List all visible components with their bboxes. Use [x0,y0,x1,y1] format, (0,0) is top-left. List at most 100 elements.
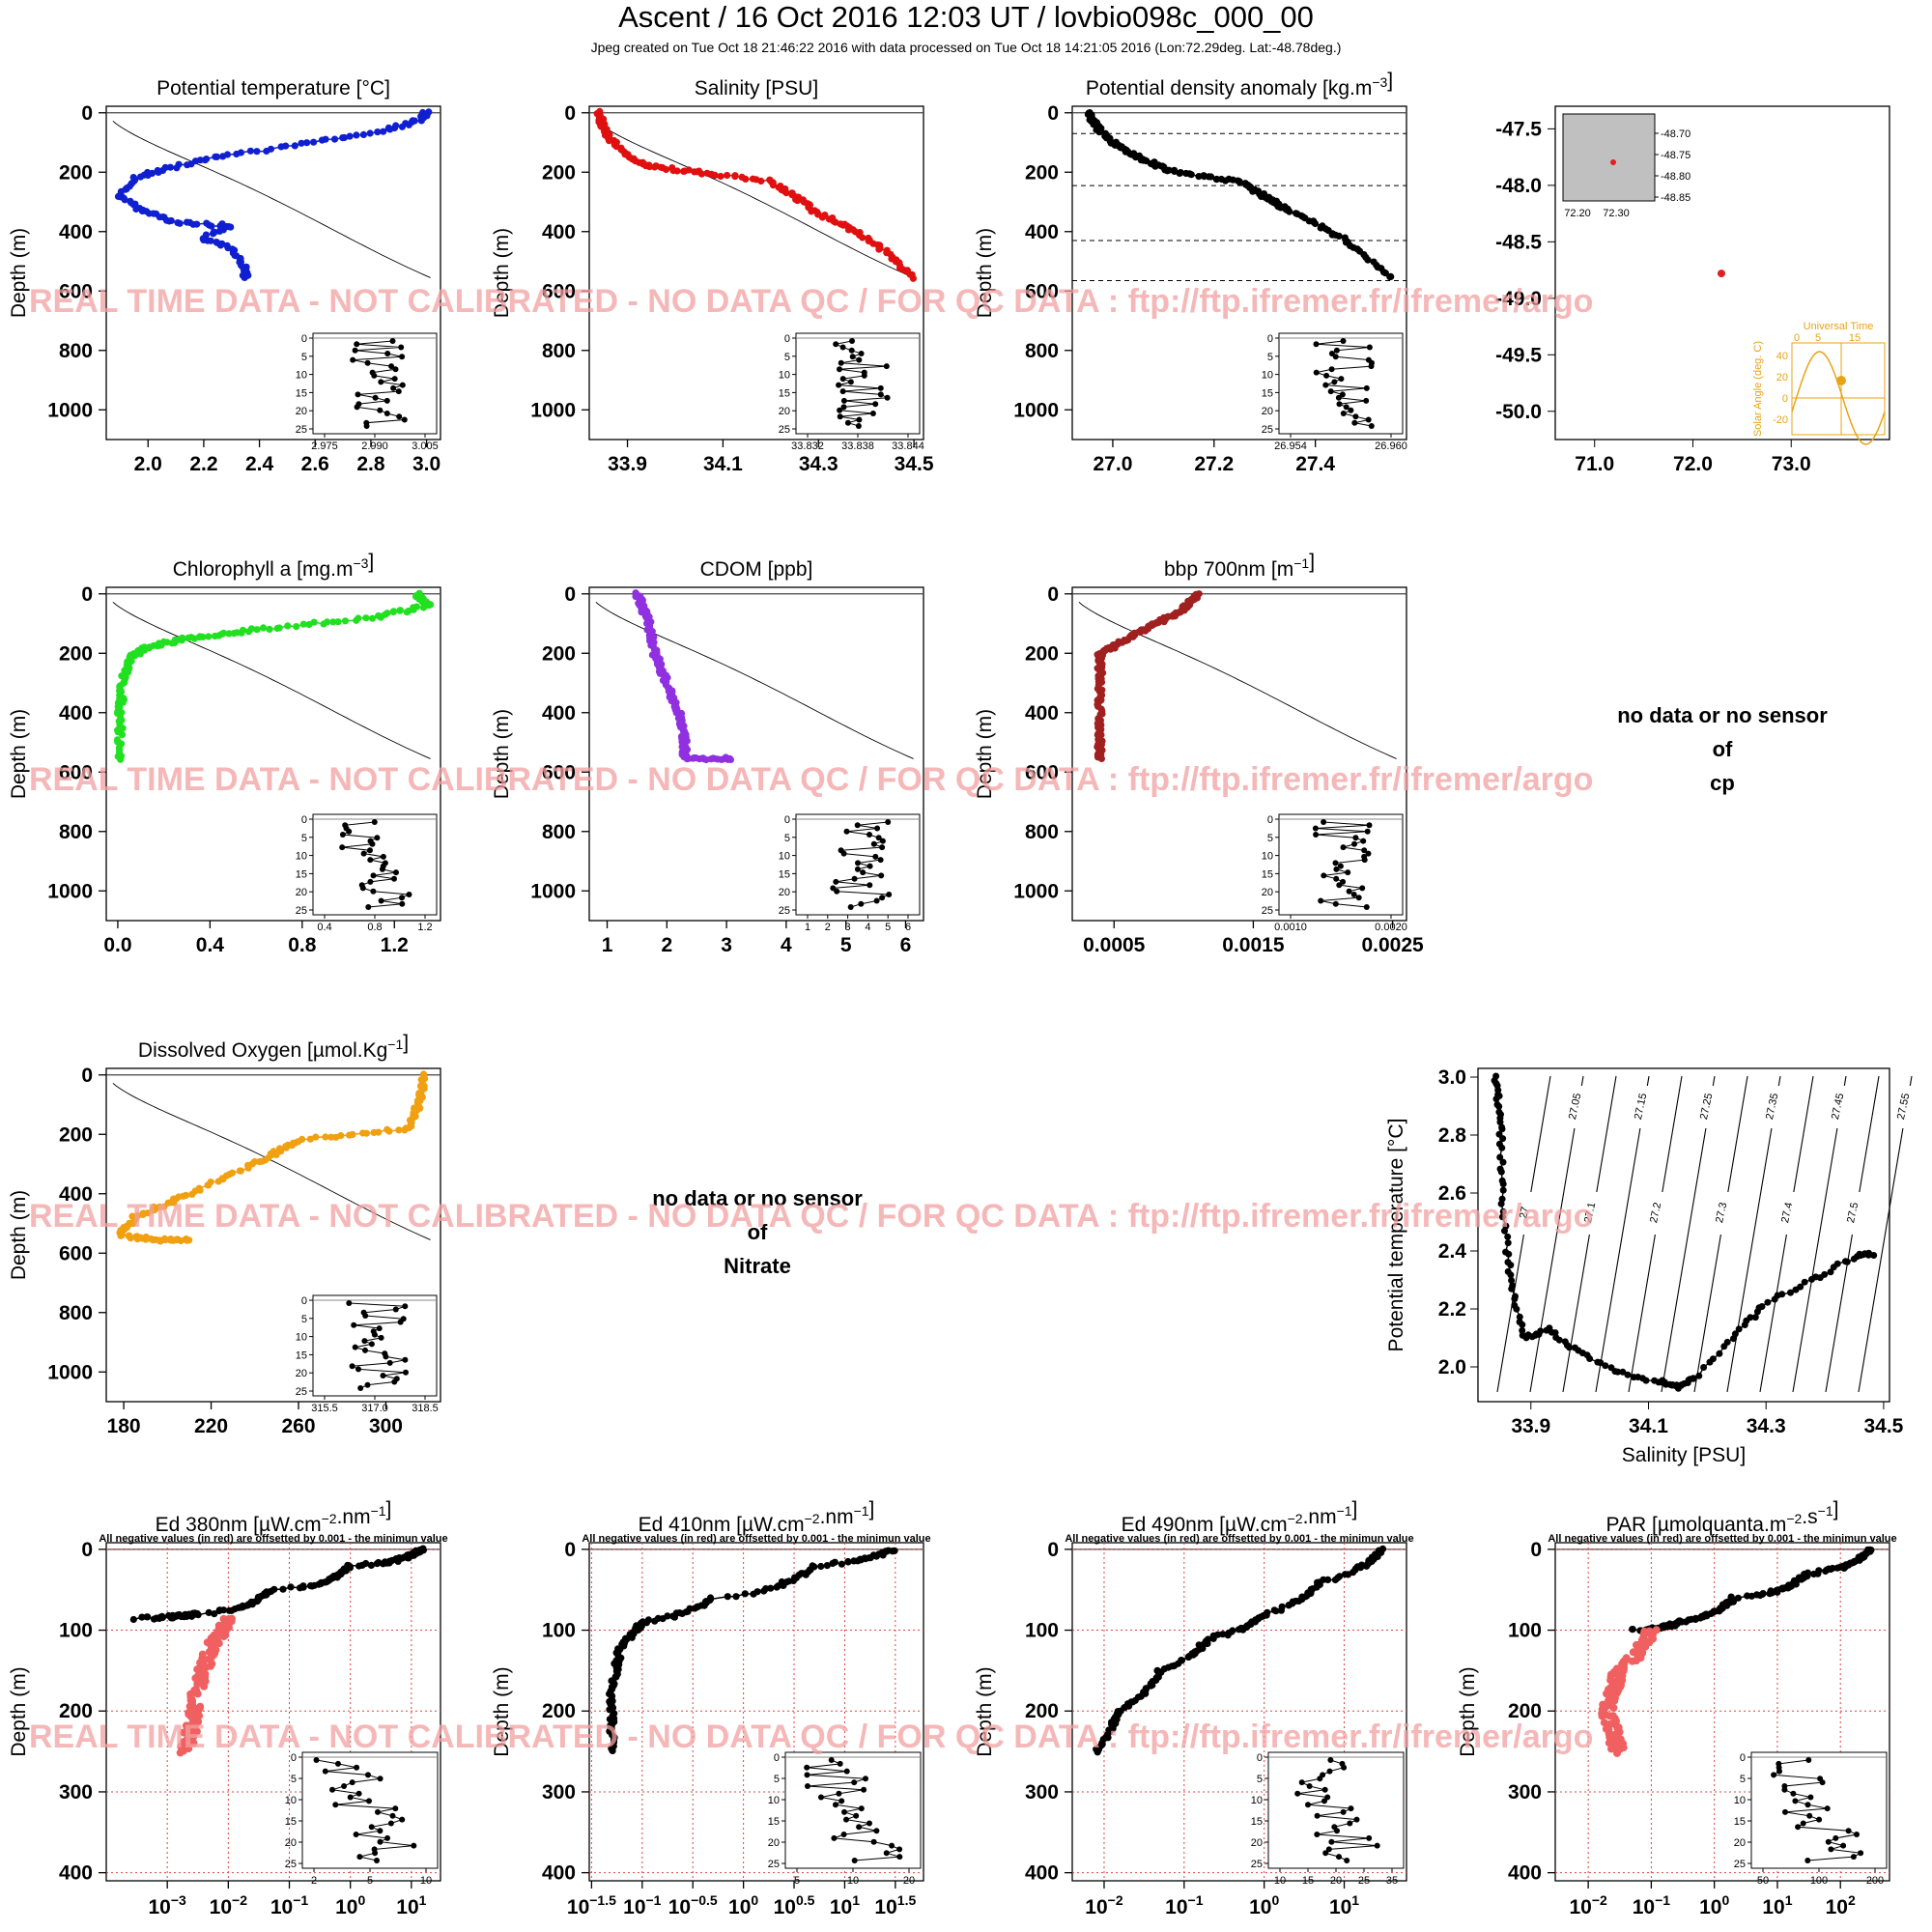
inset-y-tick-label: 20 [1262,406,1273,417]
data-point [353,616,360,624]
data-point [1342,1571,1350,1578]
isopycnal-label-bg [1783,1192,1798,1235]
page-title: Ascent / 16 Oct 2016 12:03 UT / lovbio09… [618,0,1314,34]
data-point [838,1560,846,1568]
y-tick-label: 100 [1508,1620,1542,1642]
inset-y-tick-label: 0 [784,333,790,345]
inset-line [353,340,407,427]
inset-x-tick-label: 2.975 [311,440,338,452]
data-point [844,1557,852,1566]
inset-x-tick-label: 20 [1330,1875,1342,1887]
data-point [673,167,681,175]
inset-y-tick-label: 20 [296,406,307,417]
inset-data-point [831,1834,838,1841]
lat-tick-label: -50.0 [1495,401,1542,423]
inset-y-tick-label: 25 [779,424,790,436]
zoom-position-marker [1610,159,1616,165]
ts-data-point [1597,1359,1605,1367]
inset-data-point [1332,860,1339,867]
data-point [1224,1632,1232,1639]
inset-data-point [355,1366,361,1373]
data-point [132,205,140,213]
inset-data-point [877,391,884,398]
solar-inset [1791,342,1886,436]
inset-data-point [804,1772,810,1778]
inset-data-point [873,1828,880,1834]
data-point [256,1158,264,1166]
inset-data-point [329,1786,335,1793]
inset-data-point [1306,1783,1313,1789]
inset-data-point [851,1779,858,1786]
inset-y-tick-label: 0 [774,1752,780,1764]
data-point [246,147,254,155]
y-axis-label: Depth (m) [491,1666,513,1756]
inset-data-point [349,1363,355,1370]
inset-y-tick-label: 10 [779,370,790,382]
inset-y-tick-label: 0 [1740,1752,1746,1764]
x-tick-label: 10−1 [1633,1892,1671,1918]
ts-data-point [1787,1289,1794,1296]
inset-data-point [1366,344,1373,351]
map-panel: -47.5 -48.0 -48.5 -49.0 -49.5 -50.0 71.0 72.0 73… [1495,105,1890,475]
data-point [1235,1626,1243,1634]
inset-data-point [1350,892,1357,897]
ts-data-point [1498,1213,1506,1221]
isopycnal-label: 27 [1518,1206,1531,1219]
inset-data-point [836,382,842,388]
data-point [724,1593,731,1601]
data-point [355,1562,363,1570]
inset-x-tick-label: 0.0020 [1375,922,1407,933]
x-tick-label: 101 [830,1892,860,1918]
inset-data-point [843,1816,849,1823]
inset-data-point [364,359,371,366]
y-axis-label: Depth (m) [491,709,513,799]
inset-data-point [350,356,356,363]
data-point [303,139,311,147]
inset-y-tick-label: 25 [1251,1859,1263,1870]
inset-data-point [339,844,346,851]
ts-data-point [1827,1268,1834,1276]
ts-data-point [1508,1277,1516,1284]
data-point [398,123,406,130]
zoom-lat-label: -48.80 [1661,171,1690,183]
ts-data-point [1624,1371,1632,1378]
data-point [732,1593,740,1601]
inset-line [832,821,890,908]
data-point [773,1583,781,1591]
panel-title: Ed 380nm [µW.cm−2.nm−1] [156,1498,392,1536]
inset-data-point [1325,1846,1332,1853]
isopycnal-label-bg [1849,1192,1863,1235]
ts-data-point [1602,1362,1609,1370]
inset-data-point [1845,1828,1852,1834]
inset-frame [1278,332,1404,435]
inset-data-point [376,1325,383,1332]
inset-data-point [1792,1798,1799,1804]
inset-data-point [378,1334,384,1341]
x-tick-label: 300 [369,1415,403,1437]
x-tick-label: 101.5 [874,1892,916,1918]
inset-y-tick-label: 0 [1267,333,1273,345]
inset-data-point [1366,822,1373,829]
inset-y-tick-label: 0 [301,1295,307,1307]
x-tick-label: 101 [1329,1892,1359,1918]
inset-data-point [1332,900,1339,907]
data-point [1095,128,1103,136]
negative-data-point [188,1733,197,1742]
inset-y-tick-label: 25 [1262,424,1273,436]
y-tick-label: 400 [542,1862,576,1885]
inset-data-point [1824,1805,1831,1812]
inset-data-point [828,1757,835,1763]
isopycnal-label-bg [1899,1086,1914,1128]
y-tick-label: 600 [1025,280,1059,302]
profile-line [1087,111,1391,278]
inset-data-point [1340,338,1347,344]
data-point [1744,1592,1751,1600]
inset-data-point [1339,391,1346,398]
x-tick-label: 0.0015 [1222,934,1285,956]
inset-data-point [360,850,367,857]
panel-title: Chlorophyll a [mg.m−3] [173,551,375,581]
data-point [244,1164,252,1172]
negative-note: All negative values (in red) are offsett… [1548,1533,1896,1545]
y-tick-label: 0 [564,1539,576,1561]
